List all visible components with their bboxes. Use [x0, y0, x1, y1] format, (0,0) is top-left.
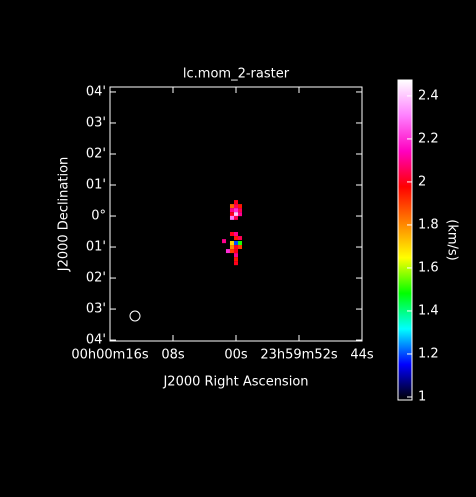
chart-title: lc.mom_2-raster: [183, 67, 290, 82]
pixel: [229, 232, 234, 237]
x-tick-label: 08s: [161, 348, 185, 363]
pixel: [238, 240, 243, 245]
pixel: [234, 245, 238, 250]
colorbar-tick-label: 1: [418, 389, 426, 404]
y-axis-label: J2000 Declination: [57, 157, 72, 273]
y-tick-label: 01': [86, 178, 106, 193]
y-tick-label: 03': [86, 302, 106, 317]
pixel: [222, 239, 227, 244]
pixel: [238, 245, 243, 250]
pixel: [238, 212, 243, 217]
pixel: [229, 240, 234, 245]
pixel: [229, 212, 234, 217]
colorbar-label: (km/s): [445, 219, 460, 261]
x-tick-label: 00s: [224, 348, 248, 363]
pixel: [234, 212, 238, 217]
y-tick-label: 03': [86, 115, 106, 130]
pixel: [234, 215, 238, 220]
colorbar-tick-label: 1.2: [418, 346, 439, 361]
y-tick-label: 04': [86, 84, 106, 99]
beam: [129, 310, 141, 322]
pixel: [234, 257, 238, 262]
colorbar-tick-label: 1.8: [418, 217, 439, 232]
colorbar-tick-label: 2.4: [418, 88, 439, 103]
y-tick-label: 04': [86, 333, 106, 348]
pixel: [229, 215, 234, 220]
pixel: [229, 249, 234, 254]
colorbar-tick-label: 2: [418, 174, 426, 189]
pixel: [234, 240, 238, 245]
pixel: [234, 232, 238, 237]
pixel: [229, 245, 234, 250]
pixel: [229, 204, 234, 209]
y-tick-label: 0°: [91, 209, 106, 224]
x-axis-label: J2000 Right Ascension: [162, 375, 308, 390]
pixel: [234, 253, 238, 258]
pixel: [234, 204, 238, 209]
y-tick-label: 02': [86, 146, 106, 161]
y-tick-label: 01': [86, 240, 106, 255]
colorbar-tick-label: 1.6: [418, 260, 439, 275]
pixel: [234, 236, 238, 241]
pixel: [225, 249, 230, 254]
pixel: [234, 200, 238, 205]
y-tick-label: 02': [86, 271, 106, 286]
pixel: [234, 208, 238, 213]
x-tick-label: 23h59m52s: [260, 348, 338, 363]
colorbar-tick-label: 1.4: [418, 303, 439, 318]
x-tick-label: 00h00m16s: [71, 348, 149, 363]
pixel: [238, 236, 243, 241]
colorbar: [397, 79, 413, 401]
pixel: [234, 261, 238, 266]
colorbar-tick-label: 2.2: [418, 131, 439, 146]
x-tick-label: 44s: [350, 348, 374, 363]
pixel: [229, 208, 234, 213]
pixel: [238, 208, 243, 213]
pixel: [238, 204, 243, 209]
pixel: [234, 249, 238, 254]
